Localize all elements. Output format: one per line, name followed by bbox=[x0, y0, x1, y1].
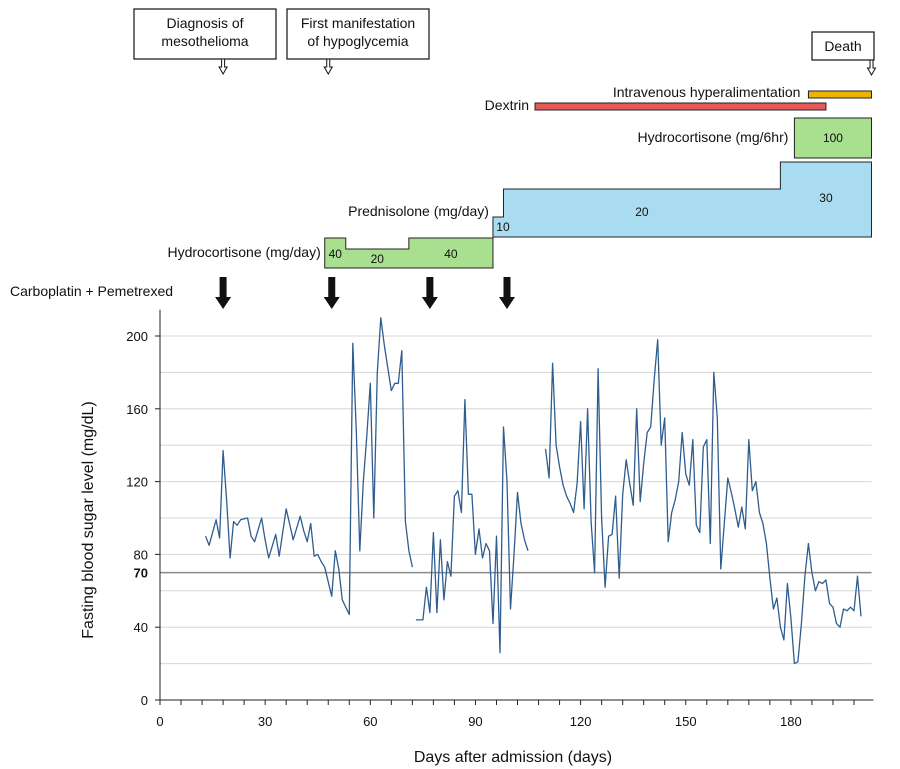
chemo-arrow-4 bbox=[498, 277, 515, 309]
ivh-bar bbox=[807, 90, 873, 99]
prednisolone-area bbox=[492, 161, 873, 238]
x-tick-label: 150 bbox=[675, 714, 697, 729]
chemo-arrow-3 bbox=[421, 277, 438, 309]
series-line-segment-2 bbox=[415, 399, 529, 654]
x-tick-label: 30 bbox=[258, 714, 272, 729]
plot-area: 0 40 80 120 160 200 70 0 30 60 90 120 150 180 bbox=[126, 309, 874, 729]
x-axis-label: Days after admission (days) bbox=[414, 749, 612, 766]
chemo-arrow-1 bbox=[215, 277, 232, 309]
series-line-segment-1 bbox=[204, 317, 414, 616]
y-tick-label: 160 bbox=[126, 402, 148, 417]
chemotherapy-arrows: Carboplatin + Pemetrexed bbox=[10, 277, 515, 309]
x-tick-label: 180 bbox=[780, 714, 802, 729]
hydrocortisone-day-value-1: 40 bbox=[329, 247, 343, 261]
y-axis-label: Fasting blood sugar level (mg/dL) bbox=[80, 401, 97, 638]
prednisolone-value-1: 10 bbox=[496, 220, 510, 234]
y-tick-label: 80 bbox=[134, 547, 148, 562]
y-tick-label: 200 bbox=[126, 329, 148, 344]
hydrocortisone-day-value-2: 20 bbox=[371, 252, 385, 266]
hydrocortisone-day-value-3: 40 bbox=[444, 247, 458, 261]
x-tick-label: 0 bbox=[156, 714, 163, 729]
prednisolone-value-3: 30 bbox=[819, 191, 833, 205]
x-tick-label: 120 bbox=[570, 714, 592, 729]
event-label-1: mesothelioma bbox=[161, 33, 248, 49]
event-label-1: Diagnosis of bbox=[166, 15, 243, 31]
event-arrow-3 bbox=[866, 59, 877, 77]
chemo-arrow-2 bbox=[323, 277, 340, 309]
reference-line-label: 70 bbox=[134, 566, 148, 581]
chemo-label: Carboplatin + Pemetrexed bbox=[10, 283, 173, 299]
event-box-2 bbox=[286, 8, 430, 60]
ivh-label: Intravenous hyperalimentation bbox=[613, 84, 801, 100]
hydrocortisone-6hr-value: 100 bbox=[823, 131, 843, 145]
event-arrow-1 bbox=[218, 58, 228, 76]
y-tick-label: 120 bbox=[126, 475, 148, 490]
x-tick-label: 90 bbox=[468, 714, 482, 729]
hydrocortisone-6hr-label: Hydrocortisone (mg/6hr) bbox=[637, 129, 788, 145]
y-tick-label: 40 bbox=[134, 620, 148, 635]
event-label-3: Death bbox=[824, 38, 861, 54]
dextrin-bar bbox=[534, 102, 827, 111]
hydrocortisone-6hr-bar bbox=[793, 117, 873, 159]
event-label-2: of hypoglycemia bbox=[307, 33, 408, 49]
y-tick-label: 0 bbox=[141, 693, 148, 708]
hydrocortisone-day-label: Hydrocortisone (mg/day) bbox=[167, 244, 320, 260]
prednisolone-label: Prednisolone (mg/day) bbox=[348, 203, 489, 219]
series-line-segment-3 bbox=[544, 338, 862, 665]
x-tick-label: 60 bbox=[363, 714, 377, 729]
event-arrow-2 bbox=[323, 58, 334, 76]
treatment-bars: Intravenous hyperalimentation Dextrin 100 H… bbox=[167, 84, 873, 269]
hydrocortisone-day-area bbox=[324, 237, 494, 269]
prednisolone-value-2: 20 bbox=[635, 205, 649, 219]
dextrin-label: Dextrin bbox=[485, 97, 529, 113]
event-annotations: Diagnosis of mesothelioma First manifestat… bbox=[133, 8, 877, 77]
event-box-3 bbox=[811, 31, 875, 61]
event-box-1 bbox=[133, 8, 277, 60]
event-label-2: First manifestation bbox=[301, 15, 415, 31]
